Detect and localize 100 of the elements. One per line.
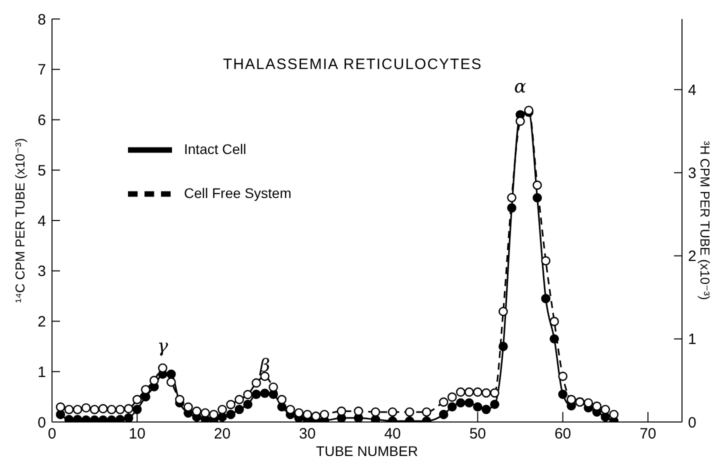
point [532, 180, 542, 190]
point [370, 407, 380, 417]
y-tick-label: 8 [38, 11, 46, 28]
x-tick-label: 40 [384, 426, 401, 443]
point [277, 394, 287, 404]
x-axis-title: TUBE NUMBER [316, 443, 418, 459]
point [516, 116, 525, 126]
y-tick-label: 6 [38, 112, 46, 130]
y2-tick-label: 1 [688, 331, 696, 348]
x-tick-label: 70 [640, 426, 656, 443]
point [260, 388, 270, 398]
point [98, 404, 108, 414]
point [286, 404, 296, 414]
y2-tick-label: 3 [688, 165, 696, 182]
point [550, 334, 559, 344]
point [464, 387, 474, 397]
point [106, 415, 116, 422]
point [81, 403, 91, 413]
point [541, 256, 550, 266]
point [438, 410, 448, 420]
point [64, 404, 74, 414]
point [234, 404, 244, 414]
annotation: γ [157, 336, 168, 358]
x-tick-label: 50 [469, 426, 486, 443]
point [294, 408, 304, 418]
point [507, 193, 516, 202]
point [507, 203, 516, 213]
point [311, 412, 321, 421]
point [320, 410, 330, 420]
y-tick-label: 7 [38, 62, 46, 79]
point [404, 407, 414, 417]
y-tick-label: 0 [38, 414, 46, 432]
point [132, 404, 142, 414]
y-tick-label: 5 [38, 162, 46, 180]
point [81, 415, 91, 422]
point [498, 342, 508, 352]
point [498, 306, 508, 316]
point [132, 394, 142, 404]
point [234, 394, 244, 404]
point [268, 382, 278, 392]
point [243, 390, 252, 400]
point [584, 398, 593, 408]
point [252, 390, 261, 399]
point [226, 400, 236, 410]
point [550, 316, 559, 326]
point [354, 406, 364, 416]
point [370, 414, 380, 422]
point [473, 387, 482, 397]
y-tick-label: 1 [38, 364, 46, 381]
point [98, 415, 108, 422]
point [558, 372, 568, 381]
point [302, 410, 312, 420]
point [464, 398, 474, 408]
x-tick-label: 10 [128, 426, 146, 443]
point [541, 294, 550, 304]
y-tick-label: 4 [38, 212, 46, 230]
point [609, 410, 619, 420]
annotation: α [514, 76, 526, 98]
point [158, 363, 168, 373]
point [456, 387, 466, 397]
point [64, 414, 74, 422]
point [490, 388, 500, 398]
y-tick-label: 3 [38, 263, 46, 280]
point [482, 404, 491, 414]
point [184, 402, 193, 412]
point [438, 397, 448, 407]
point [226, 410, 236, 420]
point [600, 404, 610, 414]
point [150, 376, 159, 386]
point [56, 410, 66, 420]
y-tick-label: 2 [38, 314, 46, 331]
point [490, 400, 500, 410]
point [115, 414, 125, 422]
point [141, 384, 150, 394]
x-tick-label: 60 [554, 426, 572, 443]
x-tick-label: 20 [214, 426, 231, 443]
point [200, 408, 210, 418]
point [447, 392, 457, 402]
point [72, 414, 82, 422]
point [252, 378, 261, 388]
point [558, 390, 568, 399]
point [388, 407, 398, 417]
point [218, 404, 227, 414]
x-tick-label: 30 [299, 426, 316, 443]
point [56, 402, 66, 412]
point [72, 404, 82, 414]
y2-axis-title: ³H CPM PER TUBE (x10⁻³) [698, 140, 712, 300]
point [456, 398, 466, 408]
point [336, 406, 346, 416]
point [115, 404, 125, 414]
annotation: β [258, 355, 270, 376]
y2-tick-label: 4 [688, 82, 696, 99]
point [243, 400, 252, 410]
point [124, 413, 134, 422]
point [532, 193, 542, 202]
point [566, 394, 576, 404]
y2-tick-label: 2 [688, 248, 696, 266]
point [422, 407, 432, 417]
point [209, 410, 218, 420]
point [106, 404, 116, 414]
